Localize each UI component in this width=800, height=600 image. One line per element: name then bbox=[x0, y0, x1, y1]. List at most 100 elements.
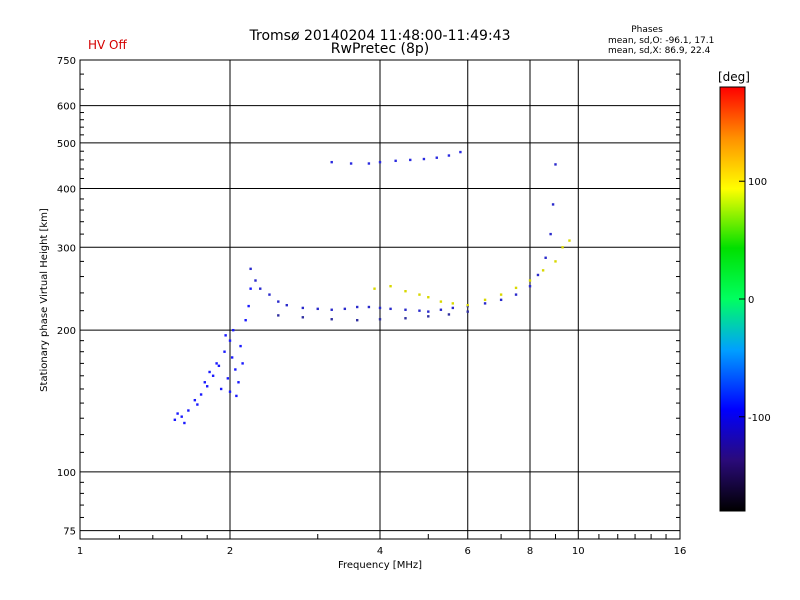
colorbar-ticks: 100 0 -100 bbox=[739, 177, 771, 424]
data-point bbox=[409, 158, 412, 162]
data-point bbox=[176, 412, 179, 415]
x-tick-label: 10 bbox=[572, 546, 585, 557]
data-point bbox=[268, 293, 271, 296]
data-point bbox=[554, 163, 557, 166]
colorbar-tick-label: 0 bbox=[748, 295, 754, 306]
y-tick-label: 300 bbox=[57, 243, 76, 254]
data-point bbox=[389, 307, 392, 311]
y-tick-label: 750 bbox=[57, 56, 76, 67]
data-point bbox=[249, 287, 252, 290]
data-point bbox=[451, 306, 455, 310]
data-point bbox=[483, 298, 487, 302]
data-point bbox=[223, 350, 226, 353]
data-point bbox=[180, 415, 183, 418]
data-point bbox=[277, 314, 280, 317]
data-point bbox=[234, 368, 237, 371]
data-point bbox=[404, 317, 407, 320]
data-point bbox=[241, 362, 244, 365]
y-axis-label: Stationary phase Virtual Height [km] bbox=[39, 208, 50, 392]
data-point bbox=[244, 318, 247, 322]
data-point bbox=[301, 316, 305, 319]
data-point bbox=[215, 362, 218, 365]
data-point bbox=[355, 318, 359, 322]
data-point bbox=[394, 159, 397, 163]
status-label: HV Off bbox=[88, 38, 127, 52]
data-point bbox=[499, 293, 503, 296]
x-tick-label: 8 bbox=[527, 546, 533, 557]
data-point bbox=[422, 157, 426, 161]
y-tick-label: 75 bbox=[63, 527, 76, 538]
data-point bbox=[224, 334, 227, 337]
y-tick-label: 400 bbox=[57, 184, 76, 195]
phases-o: mean, sd,O: -96.1, 17.1 bbox=[608, 36, 714, 46]
data-point bbox=[447, 313, 451, 316]
data-point bbox=[367, 305, 371, 309]
data-point bbox=[301, 306, 305, 310]
data-point bbox=[435, 156, 438, 159]
data-point bbox=[544, 256, 547, 259]
data-point bbox=[277, 300, 280, 303]
data-point bbox=[330, 160, 333, 164]
data-point bbox=[528, 279, 532, 282]
data-point bbox=[568, 239, 571, 242]
data-point bbox=[418, 293, 421, 296]
phases-title: Phases bbox=[631, 25, 663, 35]
data-point bbox=[183, 421, 186, 425]
data-point bbox=[499, 298, 503, 302]
x-axis-label: Frequency [MHz] bbox=[338, 560, 422, 571]
y-tick-label: 200 bbox=[57, 326, 76, 337]
data-point bbox=[466, 310, 469, 313]
data-point bbox=[554, 260, 557, 263]
data-point bbox=[230, 356, 234, 359]
data-points bbox=[173, 150, 571, 425]
data-point bbox=[561, 246, 564, 249]
data-point bbox=[239, 344, 242, 348]
data-point bbox=[427, 296, 430, 299]
data-point bbox=[378, 160, 382, 164]
y-tick-label: 100 bbox=[57, 468, 76, 479]
data-point bbox=[378, 306, 382, 310]
data-point bbox=[459, 150, 462, 154]
y-tick-label: 500 bbox=[57, 139, 76, 150]
data-point bbox=[217, 364, 221, 368]
data-point bbox=[249, 267, 252, 271]
data-point bbox=[228, 339, 232, 342]
data-point bbox=[330, 308, 333, 311]
data-point bbox=[536, 273, 540, 277]
data-point bbox=[427, 310, 430, 313]
data-point bbox=[199, 393, 203, 396]
data-point bbox=[389, 285, 392, 288]
data-point bbox=[211, 374, 215, 377]
data-point bbox=[528, 285, 532, 288]
data-point bbox=[549, 232, 552, 236]
data-point bbox=[427, 315, 430, 318]
data-point bbox=[466, 303, 469, 307]
data-point bbox=[439, 308, 443, 311]
colorbar-label: [deg] bbox=[718, 70, 750, 84]
grid-lines bbox=[80, 60, 680, 539]
data-point bbox=[439, 300, 443, 303]
data-point bbox=[285, 303, 288, 307]
colorbar-tick-label: -100 bbox=[748, 413, 771, 424]
data-point bbox=[355, 305, 359, 309]
x-tick-label: 4 bbox=[377, 546, 383, 557]
data-point bbox=[404, 290, 407, 293]
colorbar-tick-label: 100 bbox=[748, 177, 767, 188]
data-point bbox=[187, 409, 190, 412]
data-point bbox=[514, 286, 518, 290]
data-point bbox=[208, 370, 211, 374]
data-point bbox=[228, 390, 232, 393]
data-point bbox=[367, 162, 371, 165]
data-point bbox=[551, 203, 555, 206]
data-point bbox=[343, 307, 347, 311]
data-point bbox=[404, 308, 407, 311]
data-point bbox=[196, 403, 199, 406]
chart-title: Tromsø 20140204 11:48:00-11:49:43 bbox=[249, 28, 511, 44]
data-point bbox=[330, 318, 333, 321]
data-point bbox=[247, 304, 250, 308]
data-point bbox=[418, 309, 421, 312]
phases-x: mean, sd,X: 86.9, 22.4 bbox=[608, 46, 711, 56]
x-tick-label: 16 bbox=[674, 546, 687, 557]
data-point bbox=[173, 418, 177, 422]
